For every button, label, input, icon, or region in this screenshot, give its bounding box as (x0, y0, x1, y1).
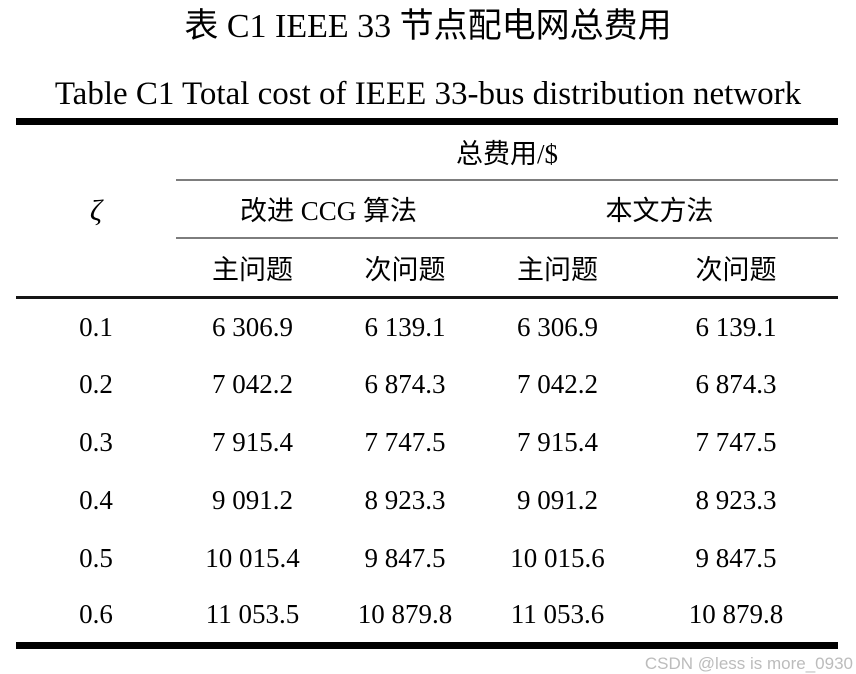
cell-value: 6 306.9 (212, 311, 293, 342)
cell-value: 7 042.2 (212, 369, 293, 399)
cell-value: 10 879.8 (357, 599, 453, 630)
method-header-improved-ccg: 改进 CCG 算法 (176, 179, 481, 239)
table-row: 0.1 6 306.9 6 139.1 6 306.9 6 139.1 (16, 298, 838, 356)
cell-value: 7 747.5 (695, 427, 777, 457)
table-row: 0.3 7 915.4 7 747.5 7 915.4 7 747.5 (16, 414, 838, 472)
table-title-chinese: 表 C1 IEEE 33 节点配电网总费用 (184, 8, 672, 45)
zeta-value: 0.2 (79, 369, 113, 399)
cell-value: 9 847.5 (364, 543, 446, 573)
cell-value: 6 139.1 (695, 311, 777, 342)
total-cost-table: ζ 总费用/$ 改进 CCG 算法 本文方法 主问题 次问题 主问题 次问题 0… (16, 118, 839, 649)
cell-value: 11 053.5 (205, 599, 300, 630)
sub-header-main-problem-proposed: 主问题 (481, 237, 634, 299)
cell-value: 7 042.2 (517, 369, 598, 399)
table-row: 0.5 10 015.4 9 847.5 10 015.6 9 847.5 (16, 530, 838, 588)
zeta-column-header: ζ (16, 121, 176, 299)
method-header-proposed: 本文方法 (481, 179, 839, 239)
header-row-methods: 改进 CCG 算法 本文方法 (16, 179, 839, 239)
cell-value: 8 923.3 (695, 485, 777, 515)
cell-value: 6 874.3 (364, 369, 446, 399)
csdn-watermark: CSDN @less is more_0930 (644, 654, 853, 673)
table-row: 0.4 9 091.2 8 923.3 9 091.2 8 923.3 (16, 472, 838, 530)
header-row-total: ζ 总费用/$ (16, 121, 839, 299)
zeta-value: 0.5 (79, 543, 113, 573)
sub-header-sub-problem-ccg: 次问题 (329, 237, 481, 299)
cell-value: 7 915.4 (517, 427, 598, 457)
table-title-english: Table C1 Total cost of IEEE 33-bus distr… (54, 76, 802, 112)
cell-value: 6 874.3 (695, 369, 777, 399)
cell-value: 9 091.2 (212, 485, 293, 515)
zeta-value: 0.4 (79, 485, 113, 515)
cell-value: 7 747.5 (364, 427, 446, 457)
total-cost-header: 总费用/$ (176, 121, 839, 181)
table-row: 0.6 11 053.5 10 879.8 11 053.6 10 879.8 (16, 588, 838, 646)
cell-value: 8 923.3 (364, 485, 446, 515)
sub-header-sub-problem-proposed: 次问题 (634, 237, 839, 299)
cell-value: 10 015.6 (510, 543, 605, 573)
cell-value: 11 053.6 (510, 599, 605, 630)
cell-value: 6 306.9 (517, 311, 598, 342)
cell-value: 10 879.8 (688, 599, 784, 630)
cell-value: 10 015.4 (205, 543, 300, 573)
cell-value: 9 847.5 (695, 543, 777, 573)
cell-value: 9 091.2 (517, 485, 598, 515)
cell-value: 6 139.1 (364, 311, 446, 342)
zeta-value: 0.3 (79, 427, 113, 457)
cell-value: 7 915.4 (212, 427, 293, 457)
zeta-value: 0.1 (79, 311, 113, 342)
table-row: 0.2 7 042.2 6 874.3 7 042.2 6 874.3 (16, 356, 838, 414)
sub-header-main-problem-ccg: 主问题 (176, 237, 329, 299)
zeta-value: 0.6 (79, 599, 113, 630)
header-row-subproblems: 主问题 次问题 主问题 次问题 (16, 237, 839, 299)
